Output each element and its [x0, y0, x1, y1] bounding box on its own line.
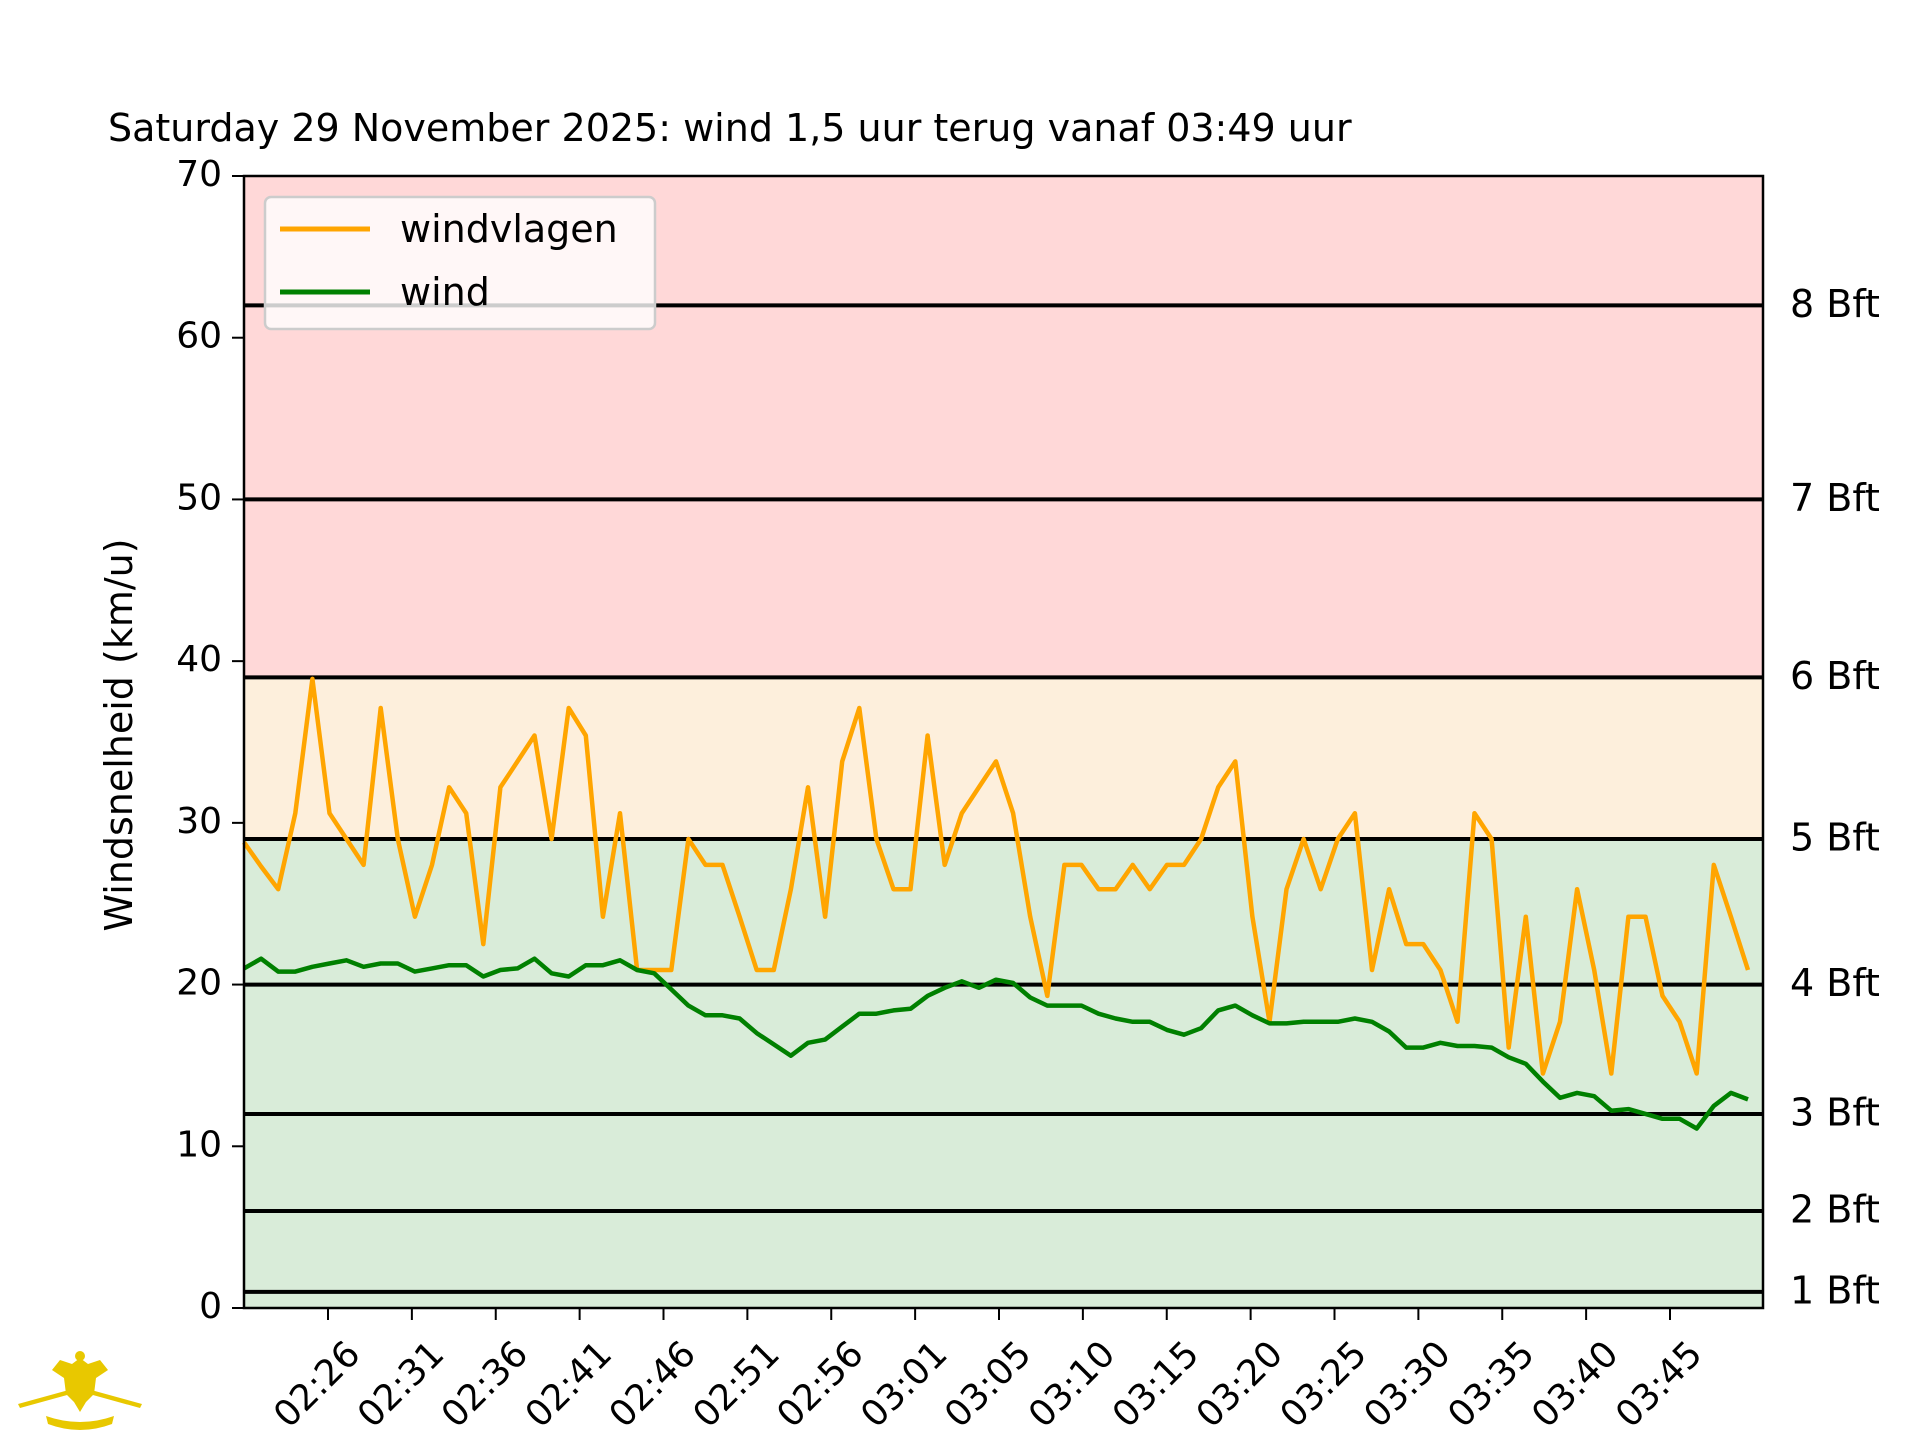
legend: windvlagen wind	[263, 195, 657, 331]
x-tick-label-03:40: 03:40	[1524, 1333, 1626, 1435]
x-tick-label-02:31: 02:31	[350, 1333, 452, 1435]
legend-label-wind: wind	[400, 270, 490, 314]
y-tick-label-20: 20	[176, 963, 222, 1004]
x-tick-label-03:45: 03:45	[1608, 1333, 1710, 1435]
beaufort-label-4: 4 Bft	[1790, 961, 1880, 1005]
y-axis: 0 10 20 30 40 50 60 70	[176, 154, 244, 1327]
x-tick-label-03:35: 03:35	[1440, 1333, 1542, 1435]
y-tick-label-70: 70	[176, 154, 222, 195]
chart-title: Saturday 29 November 2025: wind 1,5 uur …	[108, 106, 1352, 150]
logo-banner-icon	[46, 1416, 114, 1430]
y-tick-label-40: 40	[176, 639, 222, 680]
x-axis: 02:2602:3102:3602:4102:4602:5102:5603:01…	[266, 1308, 1710, 1436]
series-line-wind	[242, 956, 1749, 1131]
plot-frame	[242, 174, 1765, 1310]
logo-crown-icon	[75, 1351, 85, 1361]
y-tick-label-50: 50	[176, 477, 222, 518]
series-layer	[242, 676, 1751, 1131]
x-tick-label-02:51: 02:51	[685, 1333, 787, 1435]
x-tick-label-03:05: 03:05	[937, 1333, 1039, 1435]
beaufort-label-5: 5 Bft	[1790, 816, 1880, 860]
logo-eagle-icon	[52, 1358, 108, 1412]
beaufort-label-1: 1 Bft	[1790, 1268, 1880, 1312]
band-1	[244, 677, 1763, 840]
beaufort-label-6: 6 Bft	[1790, 654, 1880, 698]
x-tick-label-03:15: 03:15	[1105, 1333, 1207, 1435]
y-tick-label-10: 10	[176, 1124, 222, 1165]
y-axis-label: Windsnelheid (km/u)	[97, 538, 141, 931]
x-tick-label-02:26: 02:26	[266, 1333, 368, 1435]
beaufort-label-8: 8 Bft	[1790, 282, 1880, 326]
y-tick-label-60: 60	[176, 316, 222, 357]
logo-oar-left-icon	[18, 1388, 78, 1408]
beaufort-bands	[244, 176, 1763, 1308]
beaufort-label-2: 2 Bft	[1790, 1187, 1880, 1231]
legend-label-windvlagen: windvlagen	[400, 207, 618, 251]
x-tick-label-03:10: 03:10	[1021, 1333, 1123, 1435]
x-tick-label-03:25: 03:25	[1273, 1333, 1375, 1435]
x-tick-label-02:36: 02:36	[434, 1333, 536, 1435]
beaufort-label-7: 7 Bft	[1790, 476, 1880, 520]
logo-oar-right-icon	[82, 1388, 142, 1408]
y-tick-label-0: 0	[199, 1286, 222, 1327]
x-tick-label-03:20: 03:20	[1189, 1333, 1291, 1435]
y-tick-label-30: 30	[176, 801, 222, 842]
rowing-club-logo	[18, 1351, 142, 1430]
band-0	[244, 839, 1763, 1308]
x-tick-label-02:46: 02:46	[602, 1333, 704, 1435]
beaufort-labels: 1 Bft 2 Bft 3 Bft 4 Bft 5 Bft 6 Bft 7 Bft 8 Bft	[1790, 282, 1880, 1312]
x-tick-label-03:30: 03:30	[1356, 1333, 1458, 1435]
series-line-windvlagen	[242, 676, 1751, 1076]
x-tick-label-03:01: 03:01	[853, 1333, 955, 1435]
x-tick-label-02:41: 02:41	[518, 1333, 620, 1435]
x-tick-label-02:56: 02:56	[769, 1333, 871, 1435]
beaufort-label-3: 3 Bft	[1790, 1090, 1880, 1134]
